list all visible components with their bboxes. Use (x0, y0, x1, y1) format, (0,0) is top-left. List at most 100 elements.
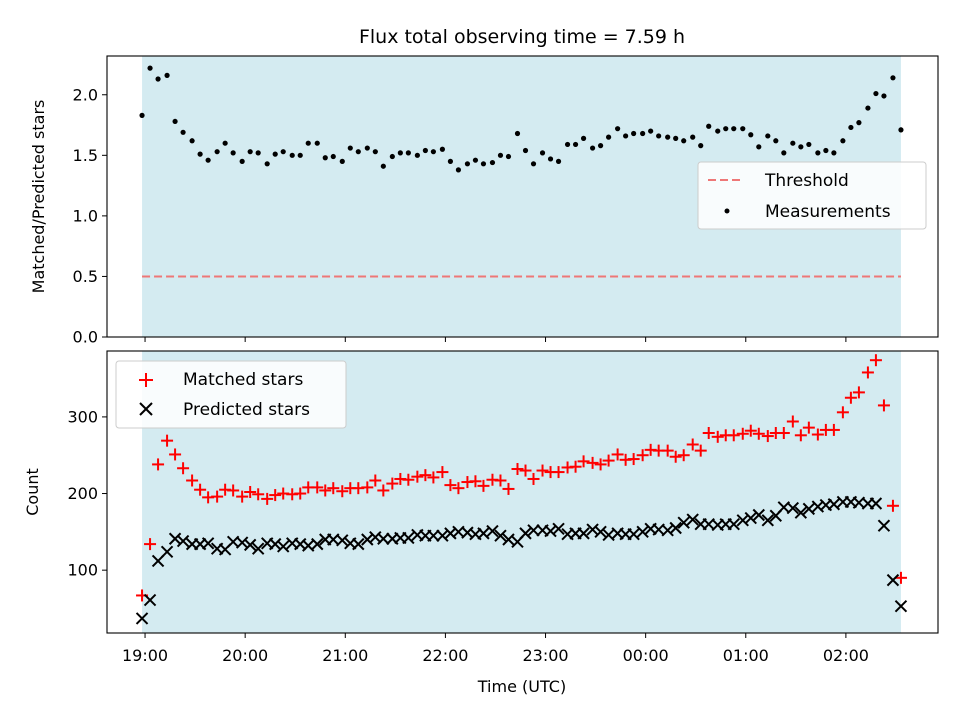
x-tick-label: 19:00 (122, 646, 168, 665)
y-tick-label: 100 (67, 561, 98, 580)
data-point (330, 153, 336, 160)
bottom-legend: Matched stars Predicted stars (115, 360, 347, 429)
data-point (261, 492, 274, 505)
data-point (436, 529, 449, 542)
data-point (444, 479, 457, 492)
data-point (677, 516, 690, 529)
data-point (815, 150, 821, 156)
data-point (519, 527, 532, 540)
data-point (305, 140, 311, 146)
data-point (189, 138, 195, 144)
data-point (823, 147, 829, 154)
data-point (164, 72, 170, 78)
data-point (627, 453, 640, 466)
data-point (786, 415, 799, 428)
data-point (736, 514, 749, 527)
data-point (502, 533, 515, 546)
data-point (494, 474, 507, 487)
data-point (877, 399, 890, 412)
data-point (706, 123, 712, 129)
series-matched-stars (136, 354, 907, 602)
data-point (631, 130, 637, 137)
y-tick-label: 0.5 (73, 267, 98, 286)
data-point (690, 134, 696, 140)
bottom-x-axis: 19:00 20:00 21:00 22:00 23:00 00:00 01:00 02:00 (122, 633, 869, 665)
data-point (197, 151, 203, 157)
x-tick-label: 21:00 (322, 646, 368, 665)
data-point (623, 133, 629, 139)
data-point (402, 473, 415, 486)
data-point (840, 138, 846, 144)
data-point (139, 112, 145, 118)
data-point (894, 571, 907, 584)
data-point (194, 483, 207, 496)
data-point (594, 525, 607, 539)
data-point (773, 138, 779, 144)
legend-matched-label: Matched stars (183, 370, 303, 390)
data-point (564, 141, 571, 148)
data-point (319, 484, 332, 497)
legend-matched-swatch (139, 373, 153, 387)
data-point (477, 479, 490, 492)
data-point (636, 525, 649, 539)
data-point (881, 93, 887, 99)
data-point (547, 156, 554, 162)
data-point (227, 484, 240, 497)
data-point (536, 464, 549, 477)
data-point (869, 497, 883, 510)
data-point (802, 502, 816, 516)
star-counts (135, 354, 908, 625)
data-point (352, 537, 365, 551)
data-point (861, 366, 874, 379)
data-point (681, 138, 687, 144)
series-predicted-stars (135, 495, 908, 625)
data-point (386, 477, 399, 490)
data-point (811, 428, 824, 441)
x-tick-label: 02:00 (823, 646, 869, 665)
data-point (736, 427, 749, 440)
data-point (831, 150, 837, 156)
bottom-y-axis-label: Count (23, 468, 42, 516)
data-point (427, 471, 440, 484)
data-point (452, 482, 465, 495)
data-point (247, 149, 253, 155)
data-point (731, 126, 737, 132)
series-measurements (139, 65, 904, 173)
data-point (586, 523, 599, 536)
data-point (489, 159, 496, 166)
data-point (143, 593, 157, 607)
data-point (761, 430, 774, 443)
data-point (577, 455, 590, 468)
top-y-axis: 0.0 0.5 1.0 1.5 2.0 (73, 85, 107, 347)
data-point (269, 489, 282, 502)
data-point (852, 386, 865, 399)
data-point (230, 150, 236, 156)
data-point (827, 423, 840, 436)
data-point (511, 463, 524, 476)
data-point (169, 448, 182, 461)
data-point (844, 391, 857, 404)
data-point (502, 482, 515, 495)
data-point (727, 429, 740, 442)
data-point (464, 161, 471, 167)
data-point (168, 532, 182, 545)
data-point (294, 487, 307, 500)
data-point (627, 527, 640, 541)
data-point (530, 161, 537, 167)
bottom-legend-box (115, 360, 347, 429)
data-point (555, 158, 562, 164)
data-point (430, 149, 436, 155)
data-point (402, 531, 415, 545)
data-point (519, 464, 532, 477)
data-point (856, 120, 862, 126)
data-point (580, 135, 587, 141)
data-point (494, 529, 507, 542)
data-point (397, 150, 403, 156)
data-point (589, 145, 596, 151)
x-tick-label: 20:00 (222, 646, 268, 665)
data-point (661, 444, 674, 457)
data-point (239, 158, 245, 164)
y-tick-label: 200 (67, 484, 98, 503)
data-point (389, 153, 395, 160)
data-point (586, 456, 599, 469)
